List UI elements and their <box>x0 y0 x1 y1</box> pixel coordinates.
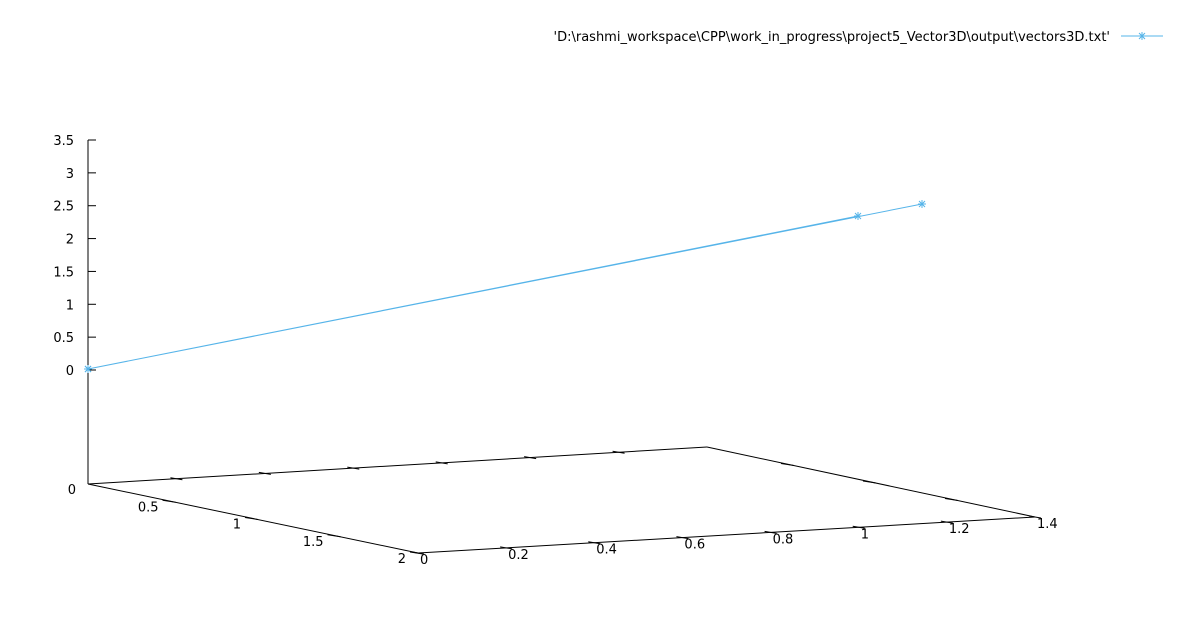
y-tick-label: 2 <box>398 552 406 567</box>
z-tick-label: 1 <box>66 298 74 313</box>
x-tick-mark-back <box>524 456 537 460</box>
x-tick-mark <box>588 541 601 545</box>
legend: 'D:\rashmi_workspace\CPP\work_in_progres… <box>554 30 1163 45</box>
y-tick-mark <box>327 534 341 538</box>
y-tick-mark-back <box>780 463 795 466</box>
x-tick-mark <box>940 520 953 524</box>
z-tick-label: 1.5 <box>53 265 74 280</box>
y-tick-label: 1 <box>233 518 241 533</box>
z-tick-label: 3.5 <box>53 134 74 149</box>
z-tick-label: 3 <box>66 167 74 182</box>
x-tick-mark <box>676 536 689 540</box>
x-tick-mark <box>852 525 865 529</box>
data-point <box>854 212 862 220</box>
base-plane <box>87 446 1036 554</box>
base-edge-origin-x <box>87 446 708 485</box>
x-axis-line <box>417 516 1036 554</box>
x-tick-mark-back <box>612 450 625 454</box>
x-tick-mark <box>764 530 777 534</box>
x-tick-label: 0.6 <box>684 538 705 553</box>
y-tick-mark-back <box>944 498 959 501</box>
series-line <box>87 203 923 370</box>
y-tick-mark <box>409 551 424 555</box>
z-tick-label: 0 <box>66 364 74 379</box>
x-tick-label: 0.8 <box>773 532 794 547</box>
y-tick-label: 0 <box>68 483 76 498</box>
x-tick-label: 1 <box>861 527 869 542</box>
x-tick-mark <box>1028 515 1042 519</box>
x-tick-label: 0 <box>420 553 428 568</box>
y-tick-mark-back <box>862 480 877 484</box>
y-axis-ticks: 0 0.5 1 1.5 2 <box>68 463 959 567</box>
z-tick-label: 2.5 <box>53 200 74 215</box>
data-point <box>918 200 926 208</box>
legend-marker-star <box>1138 32 1146 40</box>
data-point <box>84 365 92 373</box>
z-tick-label: 2 <box>66 233 74 248</box>
x-tick-mark-back <box>435 461 448 465</box>
x-tick-mark-back <box>170 477 183 481</box>
legend-label: 'D:\rashmi_workspace\CPP\work_in_progres… <box>554 30 1110 45</box>
x-tick-label: 1.4 <box>1037 517 1058 532</box>
y-tick-mark <box>244 517 259 520</box>
x-tick-label: 0.4 <box>596 543 617 558</box>
x-tick-mark-back <box>347 466 360 470</box>
x-tick-mark-back <box>258 471 271 475</box>
y-tick-label: 1.5 <box>303 535 324 550</box>
x-tick-label: 1.2 <box>949 522 970 537</box>
series-layer <box>84 200 926 373</box>
legend-marker <box>1138 32 1146 40</box>
x-axis-ticks: 0 0.2 0.4 0.6 0.8 1 1.2 1.4 <box>170 450 1058 568</box>
y-tick-mark <box>162 499 176 503</box>
x-tick-mark <box>500 546 513 550</box>
z-tick-label: 0.5 <box>53 331 74 346</box>
z-axis-ticks: 0 0.5 1 1.5 2 2.5 3 3.5 <box>53 134 96 379</box>
y-tick-label: 0.5 <box>138 500 159 515</box>
x-tick-label: 0.2 <box>508 548 529 563</box>
